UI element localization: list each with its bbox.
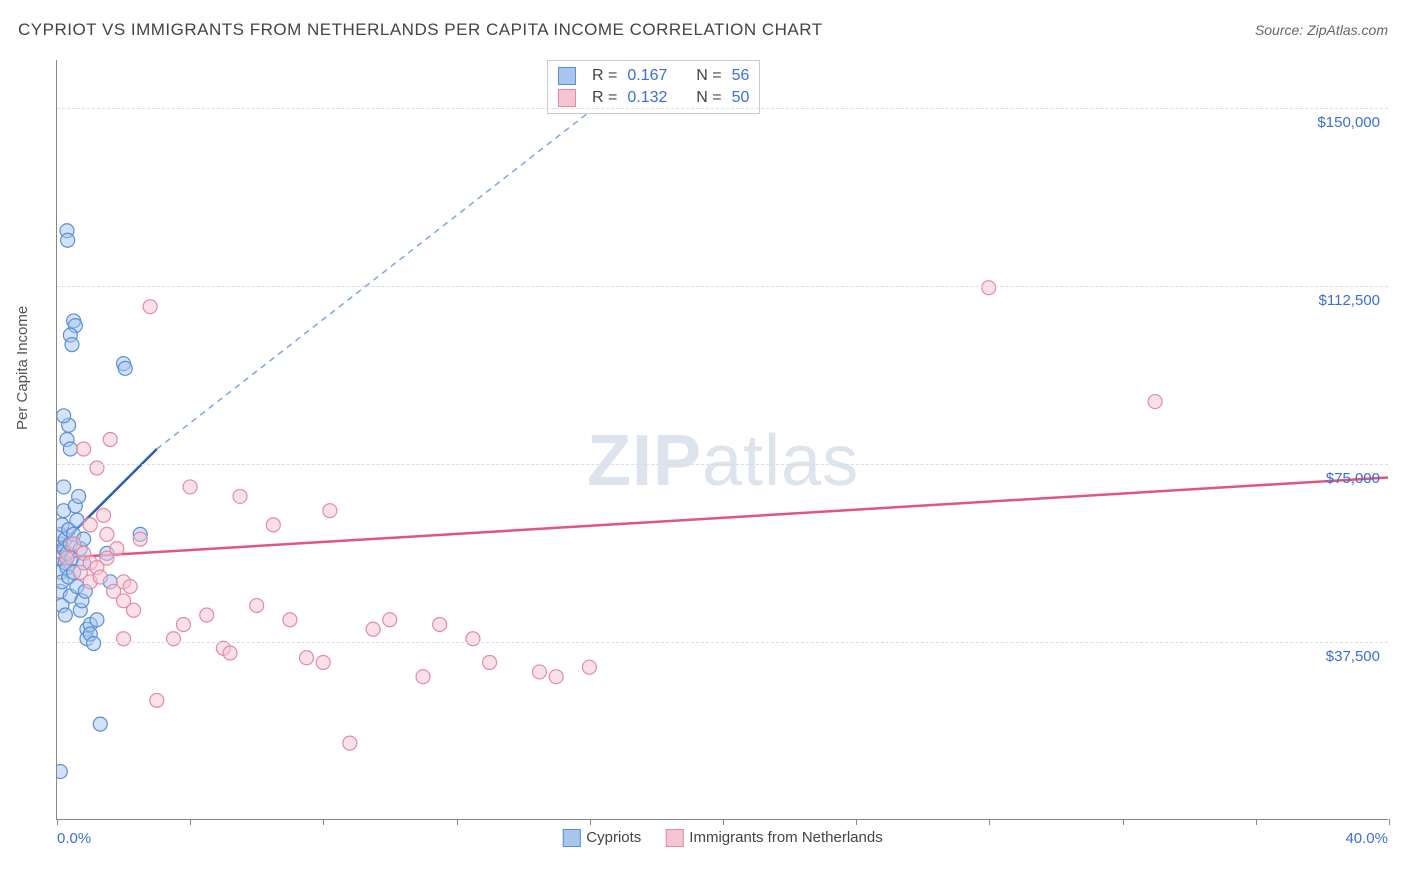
y-tick-label: $37,500 — [1326, 648, 1380, 665]
x-tick — [1123, 819, 1124, 825]
x-tick — [57, 819, 58, 825]
x-tick — [323, 819, 324, 825]
gridline — [57, 108, 1388, 109]
y-tick-label: $112,500 — [1319, 292, 1380, 309]
n-value-2: 50 — [732, 89, 750, 107]
x-tick — [856, 819, 857, 825]
gridline — [57, 286, 1388, 287]
r-value-2: 0.132 — [627, 89, 667, 107]
stats-swatch-1 — [558, 67, 576, 85]
x-tick — [590, 819, 591, 825]
x-tick — [457, 819, 458, 825]
legend-swatch-cypriots — [562, 829, 580, 847]
n-value-1: 56 — [732, 67, 750, 85]
x-tick — [989, 819, 990, 825]
y-tick-label: $75,000 — [1326, 470, 1380, 487]
legend-item-2: Immigrants from Netherlands — [665, 829, 882, 847]
x-axis-min-label: 0.0% — [57, 830, 91, 847]
x-axis-max-label: 40.0% — [1345, 830, 1388, 847]
legend: Cypriots Immigrants from Netherlands — [562, 829, 882, 847]
stats-box: R = 0.167 N = 56 R = 0.132 N = 50 — [547, 60, 760, 114]
x-tick — [190, 819, 191, 825]
x-tick — [1256, 819, 1257, 825]
chart-title: CYPRIOT VS IMMIGRANTS FROM NETHERLANDS P… — [18, 20, 823, 40]
scatter-svg — [57, 60, 1388, 819]
header: CYPRIOT VS IMMIGRANTS FROM NETHERLANDS P… — [18, 20, 1388, 40]
legend-swatch-netherlands — [665, 829, 683, 847]
y-tick-label: $150,000 — [1317, 114, 1380, 131]
stats-row-2: R = 0.132 N = 50 — [558, 87, 749, 109]
x-tick — [1389, 819, 1390, 825]
gridline — [57, 464, 1388, 465]
stats-row-1: R = 0.167 N = 56 — [558, 65, 749, 87]
gridline — [57, 642, 1388, 643]
y-axis-label: Per Capita Income — [14, 306, 31, 430]
source-attribution: Source: ZipAtlas.com — [1255, 22, 1388, 38]
stats-swatch-2 — [558, 89, 576, 107]
r-value-1: 0.167 — [627, 67, 667, 85]
legend-item-1: Cypriots — [562, 829, 641, 847]
chart-plot-area: ZIPatlas R = 0.167 N = 56 R = 0.132 N = … — [56, 60, 1388, 820]
x-tick — [723, 819, 724, 825]
